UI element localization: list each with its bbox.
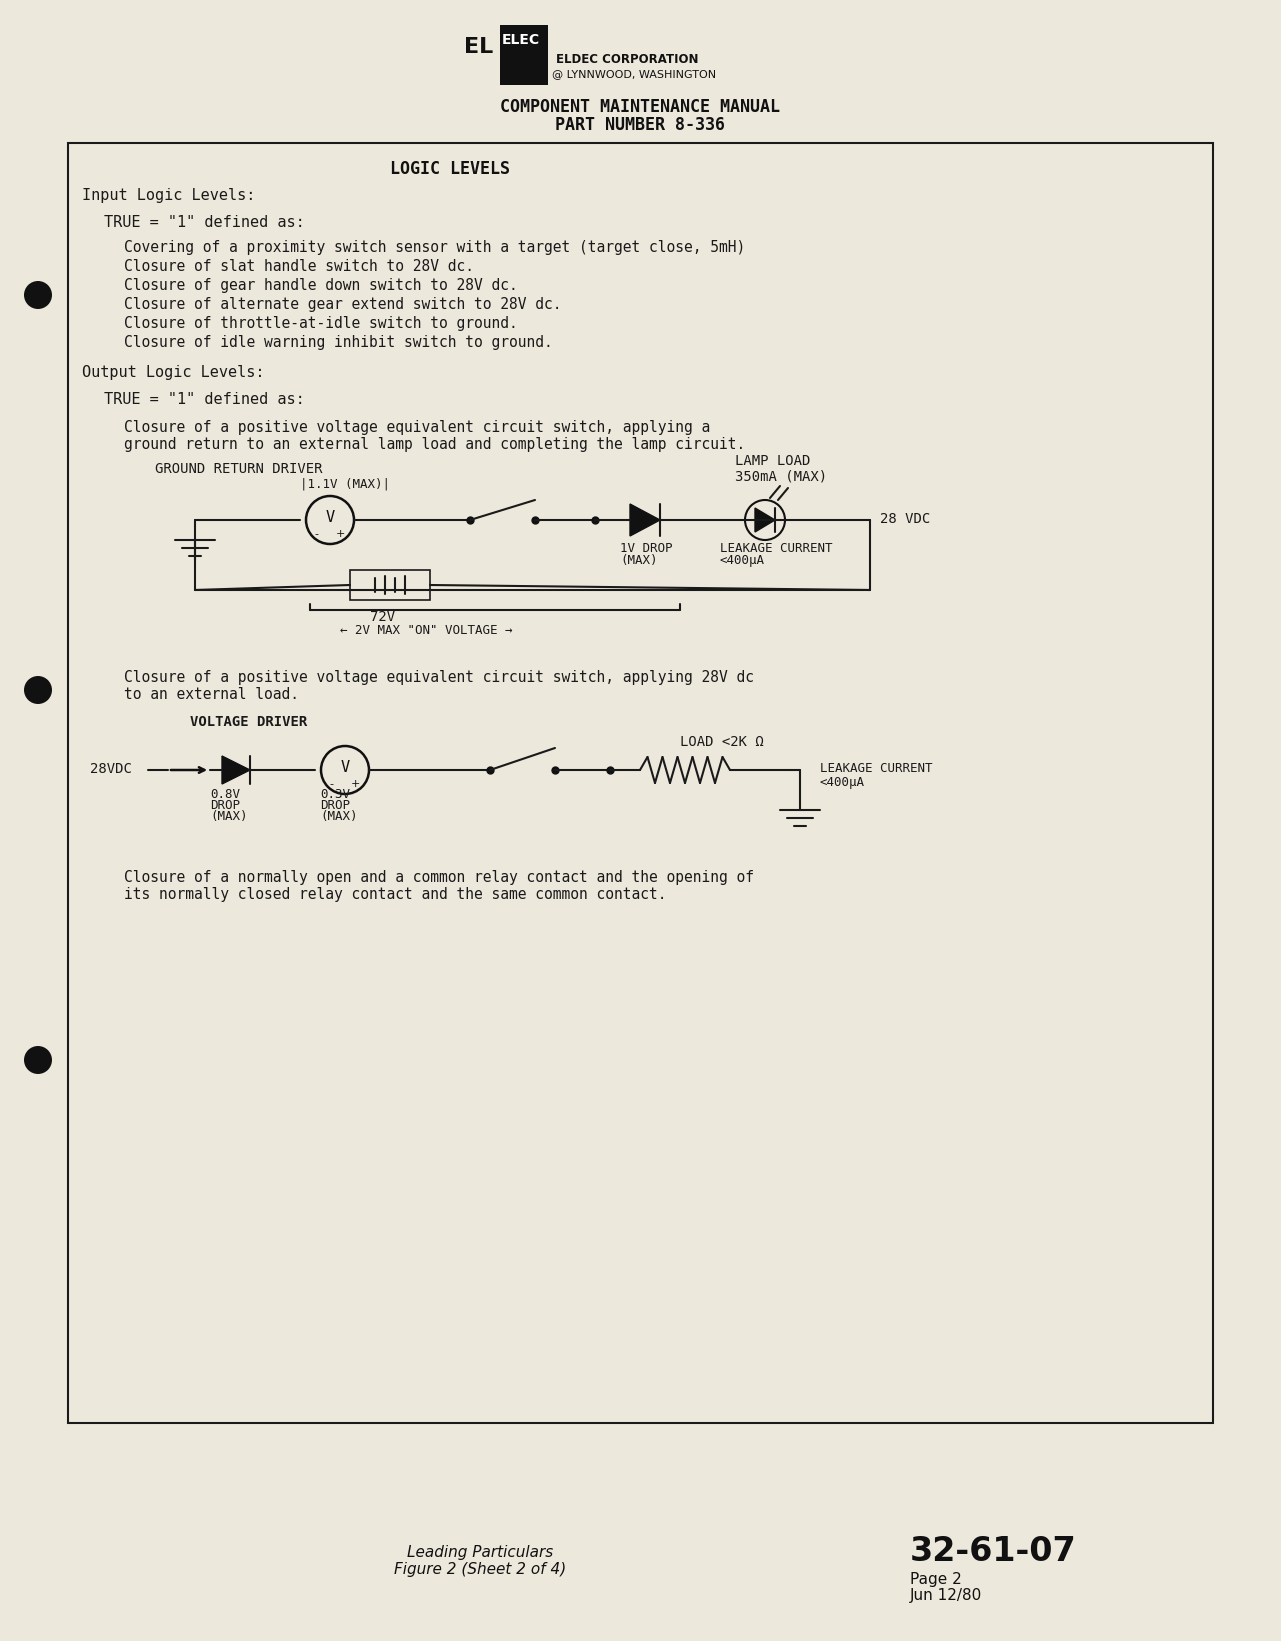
Text: +: +	[350, 779, 360, 789]
Text: ELEC: ELEC	[502, 33, 541, 48]
Text: (MAX): (MAX)	[320, 811, 357, 824]
Bar	[350, 569, 430, 601]
Text: Closure of a positive voltage equivalent circuit switch, applying a: Closure of a positive voltage equivalent…	[124, 420, 710, 435]
Circle shape	[24, 281, 53, 309]
Circle shape	[24, 1045, 53, 1073]
Text: ELDEC CORPORATION: ELDEC CORPORATION	[556, 53, 698, 66]
Text: Closure of alternate gear extend switch to 28V dc.: Closure of alternate gear extend switch …	[124, 297, 561, 312]
Text: TRUE = "1" defined as:: TRUE = "1" defined as:	[104, 392, 305, 407]
Text: +: +	[336, 528, 345, 538]
Text: V: V	[341, 760, 350, 776]
Text: Closure of throttle-at-idle switch to ground.: Closure of throttle-at-idle switch to gr…	[124, 317, 518, 331]
Text: -: -	[329, 779, 333, 789]
Text: Leading Particulars: Leading Particulars	[407, 1544, 553, 1561]
Text: DROP: DROP	[210, 799, 240, 812]
Text: Output Logic Levels:: Output Logic Levels:	[82, 364, 264, 381]
Text: LEAKAGE CURRENT: LEAKAGE CURRENT	[820, 761, 933, 775]
Text: |1.1V (MAX)|: |1.1V (MAX)|	[300, 478, 389, 491]
Text: Covering of a proximity switch sensor with a target (target close, 5mH): Covering of a proximity switch sensor wi…	[124, 240, 746, 254]
Text: VOLTAGE DRIVER: VOLTAGE DRIVER	[190, 715, 307, 729]
Text: 28 VDC: 28 VDC	[880, 512, 930, 527]
Text: GROUND RETURN DRIVER: GROUND RETURN DRIVER	[155, 463, 323, 476]
Text: PART NUMBER 8-336: PART NUMBER 8-336	[555, 117, 725, 135]
Text: 350mA (MAX): 350mA (MAX)	[735, 469, 828, 482]
Text: Jun 12/80: Jun 12/80	[910, 1588, 983, 1603]
Text: Closure of a normally open and a common relay contact and the opening of: Closure of a normally open and a common …	[124, 870, 755, 884]
Text: @ LYNNWOOD, WASHINGTON: @ LYNNWOOD, WASHINGTON	[552, 69, 716, 79]
Polygon shape	[222, 757, 250, 784]
Text: 0.3V: 0.3V	[320, 788, 350, 801]
Polygon shape	[755, 509, 775, 532]
Text: 0.8V: 0.8V	[210, 788, 240, 801]
Text: LOAD <2K Ω: LOAD <2K Ω	[680, 735, 763, 748]
Bar	[68, 143, 1213, 1423]
Text: Closure of a positive voltage equivalent circuit switch, applying 28V dc: Closure of a positive voltage equivalent…	[124, 670, 755, 684]
Text: TRUE = "1" defined as:: TRUE = "1" defined as:	[104, 215, 305, 230]
Text: Closure of gear handle down switch to 28V dc.: Closure of gear handle down switch to 28…	[124, 277, 518, 294]
Text: DROP: DROP	[320, 799, 350, 812]
Text: to an external load.: to an external load.	[124, 688, 298, 702]
Text: LEAKAGE CURRENT: LEAKAGE CURRENT	[720, 542, 833, 555]
Text: (MAX): (MAX)	[620, 555, 657, 568]
Text: 1V DROP: 1V DROP	[620, 542, 673, 555]
Text: 32-61-07: 32-61-07	[910, 1534, 1077, 1569]
Text: Figure 2 (Sheet 2 of 4): Figure 2 (Sheet 2 of 4)	[393, 1562, 566, 1577]
Text: -: -	[314, 528, 318, 538]
Bar	[500, 25, 548, 85]
Circle shape	[24, 676, 53, 704]
Text: LAMP LOAD: LAMP LOAD	[735, 455, 811, 468]
Text: LOGIC LEVELS: LOGIC LEVELS	[389, 161, 510, 177]
Text: Closure of slat handle switch to 28V dc.: Closure of slat handle switch to 28V dc.	[124, 259, 474, 274]
Text: 28VDC: 28VDC	[90, 761, 132, 776]
Text: Page 2: Page 2	[910, 1572, 962, 1587]
Polygon shape	[630, 504, 660, 537]
Text: 72V: 72V	[370, 610, 395, 624]
Text: V: V	[325, 510, 334, 525]
Text: Closure of idle warning inhibit switch to ground.: Closure of idle warning inhibit switch t…	[124, 335, 552, 350]
Text: <400μA: <400μA	[720, 555, 765, 568]
Text: EL: EL	[464, 38, 493, 57]
Text: Input Logic Levels:: Input Logic Levels:	[82, 189, 255, 203]
Text: ← 2V MAX "ON" VOLTAGE →: ← 2V MAX "ON" VOLTAGE →	[339, 624, 512, 637]
Text: (MAX): (MAX)	[210, 811, 247, 824]
Text: its normally closed relay contact and the same common contact.: its normally closed relay contact and th…	[124, 888, 666, 903]
Text: <400μA: <400μA	[820, 776, 865, 789]
Text: COMPONENT MAINTENANCE MANUAL: COMPONENT MAINTENANCE MANUAL	[500, 98, 780, 117]
Text: ground return to an external lamp load and completing the lamp circuit.: ground return to an external lamp load a…	[124, 437, 746, 451]
